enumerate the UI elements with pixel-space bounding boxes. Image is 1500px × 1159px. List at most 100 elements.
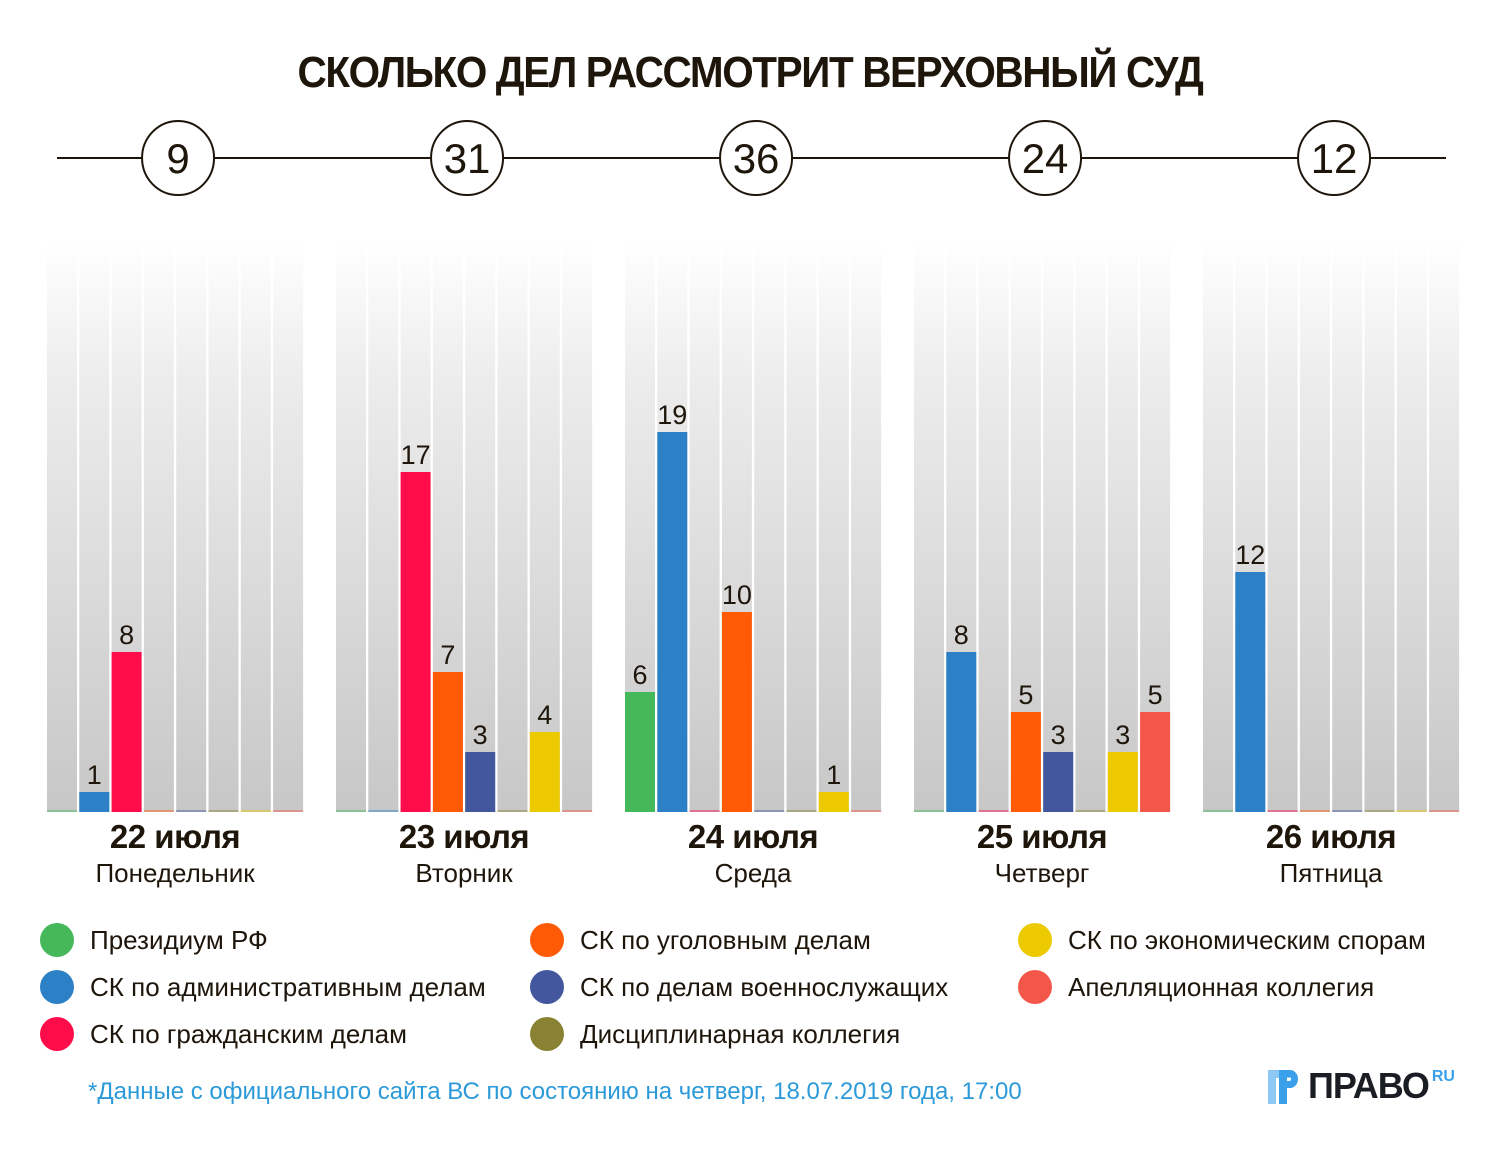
- bar: [400, 472, 431, 812]
- legend-swatch-icon: [1018, 923, 1052, 957]
- bar-value-label: 4: [537, 700, 552, 730]
- day-date-label: 26 июля: [1265, 818, 1397, 855]
- bar: [79, 792, 110, 812]
- column-background: [368, 240, 399, 812]
- logo-suffix: RU: [1431, 1068, 1455, 1085]
- column-background: [978, 240, 1009, 812]
- column-background: [273, 240, 304, 812]
- total-circle: [1008, 120, 1083, 196]
- column-baseline: [47, 810, 77, 812]
- bar: [818, 792, 849, 812]
- legend-swatch-icon: [530, 970, 564, 1004]
- bar: [465, 752, 496, 812]
- column-background: [465, 240, 496, 812]
- weekday-label: Вторник: [415, 858, 513, 888]
- column-baseline: [1364, 810, 1395, 812]
- legend-item: Дисциплинарная коллегия: [530, 1017, 900, 1051]
- bar-value-label: 3: [1051, 720, 1066, 750]
- column-baseline: [1396, 810, 1427, 812]
- bar: [111, 652, 142, 812]
- column-background: [208, 240, 239, 812]
- day-group: 853 35: [914, 240, 1171, 812]
- footnote: *Данные с официального сайта ВС по состо…: [88, 1078, 1022, 1105]
- bar: [529, 732, 560, 812]
- column-baseline: [368, 810, 399, 812]
- legend-swatch-icon: [530, 1017, 564, 1051]
- column-baseline: [786, 810, 817, 812]
- column-baseline: [1299, 810, 1330, 812]
- pravo-ru-logo: ПРАВО RU: [1268, 1064, 1455, 1108]
- column-background: [851, 240, 882, 812]
- day-group: 17 7 3 4: [336, 240, 593, 812]
- total-circle: [141, 120, 216, 196]
- bar: [432, 672, 463, 812]
- column-baseline: [273, 810, 304, 812]
- column-background: [1075, 240, 1106, 812]
- column-background: [497, 240, 528, 812]
- column-background: [754, 240, 785, 812]
- totals-timeline: 9 31 36 24 12: [57, 120, 1446, 196]
- column-background: [562, 240, 593, 812]
- column-background: [1299, 240, 1330, 812]
- bar: [1010, 712, 1041, 812]
- weekday-label: Четверг: [994, 858, 1090, 888]
- total-label: 9: [166, 135, 189, 182]
- column-baseline: [978, 810, 1009, 812]
- weekday-label: Понедельник: [95, 858, 255, 888]
- legend-label: СК по гражданским делам: [90, 1018, 407, 1049]
- total-label: 31: [444, 135, 491, 182]
- column-background: [689, 240, 720, 812]
- legend-swatch-icon: [40, 970, 74, 1004]
- legend-swatch-icon: [530, 923, 564, 957]
- day-group: 6 19 10 1: [625, 240, 882, 812]
- bar: [946, 652, 977, 812]
- legend-item: СК по гражданским делам: [40, 1017, 407, 1051]
- column-background: [914, 240, 944, 812]
- bar: [1235, 572, 1266, 812]
- bar-value-label: 17: [401, 440, 431, 470]
- column-baseline: [208, 810, 239, 812]
- bar-value-label: 3: [473, 720, 488, 750]
- legend-swatch-icon: [40, 923, 74, 957]
- legend-item: Президиум РФ: [40, 923, 268, 957]
- weekday-label: Пятница: [1279, 858, 1383, 888]
- day-date-label: 23 июля: [398, 818, 530, 855]
- total-circle: [430, 120, 505, 196]
- day-date-label: 22 июля: [109, 818, 241, 855]
- bar: [721, 612, 752, 812]
- column-background: [176, 240, 207, 812]
- column-baseline: [240, 810, 271, 812]
- column-baseline: [689, 810, 720, 812]
- bar-value-label: 5: [1148, 680, 1163, 710]
- legend-swatch-icon: [40, 1017, 74, 1051]
- legend-item: Апелляционная коллегия: [1018, 970, 1374, 1004]
- bar: [1107, 752, 1138, 812]
- chart-title: СКОЛЬКО ДЕЛ РАССМОТРИТ ВЕРХОВНЫЙ СУД: [297, 48, 1203, 97]
- bar-value-label: 12: [1235, 540, 1265, 570]
- day-date-label: 24 июля: [687, 818, 819, 855]
- legend-label: Апелляционная коллегия: [1068, 971, 1375, 1002]
- day-group: 12: [1203, 240, 1460, 812]
- column-background: [1043, 240, 1074, 812]
- column-baseline: [914, 810, 944, 812]
- column-background: [47, 240, 77, 812]
- column-background: [1203, 240, 1233, 812]
- column-baseline: [143, 810, 174, 812]
- column-baseline: [1267, 810, 1298, 812]
- legend-label: СК по уголовным делам: [580, 924, 871, 955]
- column-baseline: [497, 810, 528, 812]
- legend-label: Дисциплинарная коллегия: [580, 1018, 901, 1049]
- column-background: [1332, 240, 1363, 812]
- column-background: [79, 240, 110, 812]
- bar-value-label: 7: [440, 640, 455, 670]
- total-label: 12: [1311, 135, 1358, 182]
- pravo-logo-icon: [1268, 1070, 1298, 1104]
- legend-item: СК по делам военнослужащих: [530, 970, 948, 1004]
- bar-value-label: 8: [954, 620, 969, 650]
- bar-value-label: 3: [1115, 720, 1130, 750]
- column-background: [143, 240, 174, 812]
- column-background: [336, 240, 366, 812]
- total-circle: [1297, 120, 1372, 196]
- legend-label: СК по экономическим спорам: [1068, 924, 1426, 955]
- column-baseline: [1203, 810, 1233, 812]
